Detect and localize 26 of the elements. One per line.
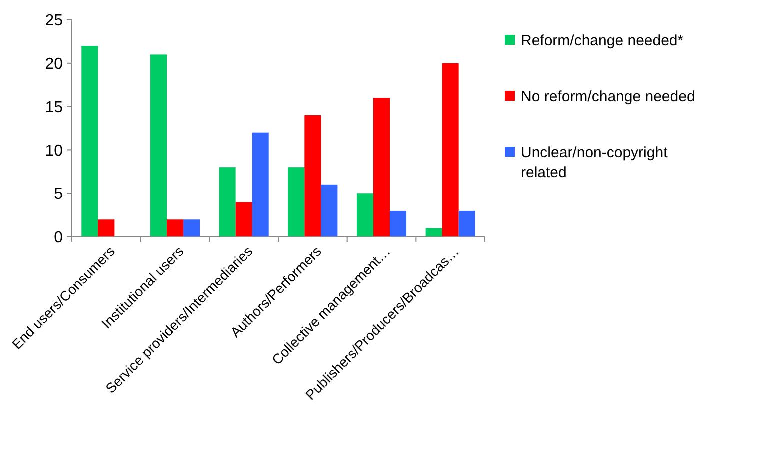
bar: [304, 115, 322, 237]
bar: [252, 132, 269, 237]
bar: [219, 168, 236, 237]
bar: [288, 168, 305, 237]
legend-label: Reform/change needed*: [521, 32, 684, 50]
bar: [321, 184, 338, 237]
y-tick-label: 20: [45, 56, 64, 73]
bar: [442, 63, 459, 237]
bar: [356, 194, 374, 237]
bar: [166, 220, 184, 237]
bar: [236, 202, 252, 237]
legend-label: Unclear/non-copyright related: [521, 144, 669, 182]
bar: [373, 98, 390, 237]
bar: [150, 54, 167, 237]
bar: [98, 220, 115, 237]
y-tick-label: 0: [54, 230, 64, 247]
bar: [458, 210, 476, 237]
y-tick-label: 25: [45, 12, 64, 30]
bar: [390, 210, 407, 237]
bar: [184, 220, 200, 237]
y-tick-label: 5: [54, 186, 64, 204]
y-tick-label: 10: [45, 142, 64, 160]
y-tick-label: 15: [45, 99, 64, 116]
legend-label: No reform/change needed: [521, 88, 696, 106]
bar: [426, 228, 442, 237]
bar: [82, 46, 98, 237]
